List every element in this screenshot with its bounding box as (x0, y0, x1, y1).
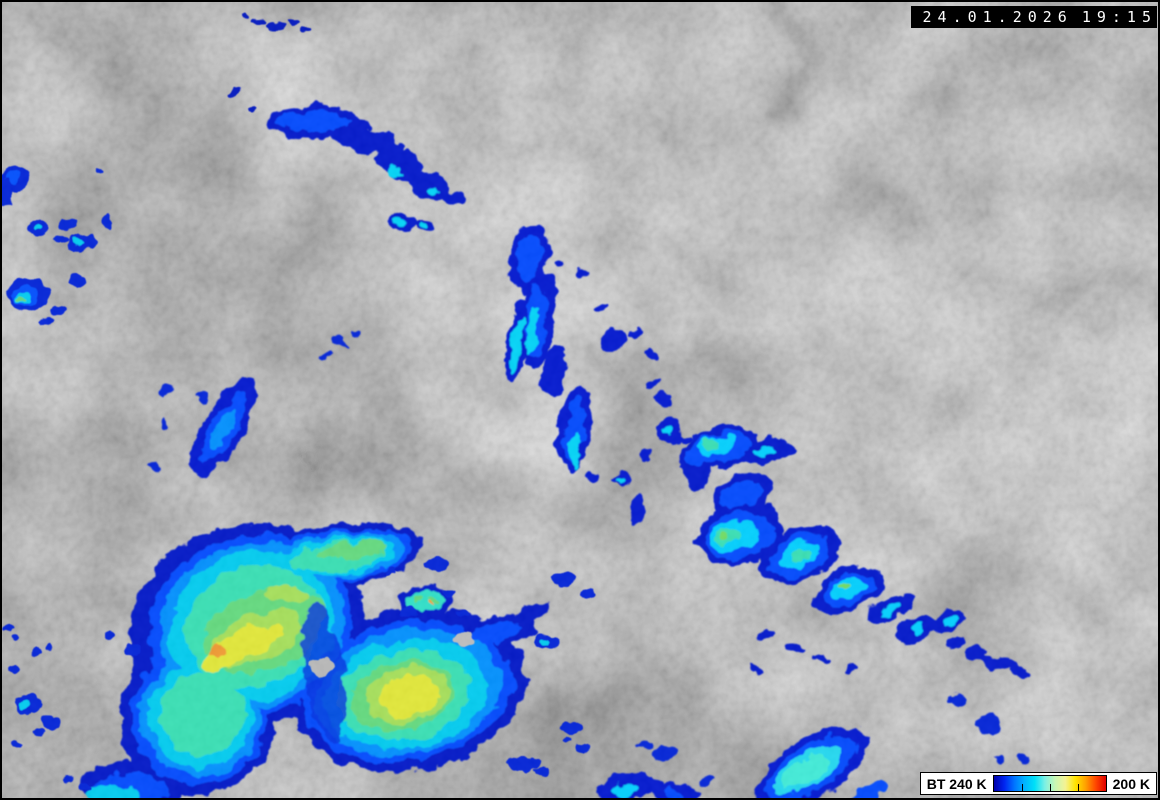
timestamp-date: 24.01.2026 (922, 8, 1073, 26)
legend-min-label: BT 240 K (926, 775, 987, 792)
colorbar (992, 775, 1107, 792)
timestamp-overlay: 24.01.2026 19:15 (910, 6, 1157, 28)
bt-legend: BT 240 K 200 K (919, 772, 1157, 795)
timestamp-time: 19:15 (1081, 8, 1157, 26)
legend-max-label: 200 K (1112, 775, 1150, 792)
colorbar-ticks (994, 776, 1106, 791)
